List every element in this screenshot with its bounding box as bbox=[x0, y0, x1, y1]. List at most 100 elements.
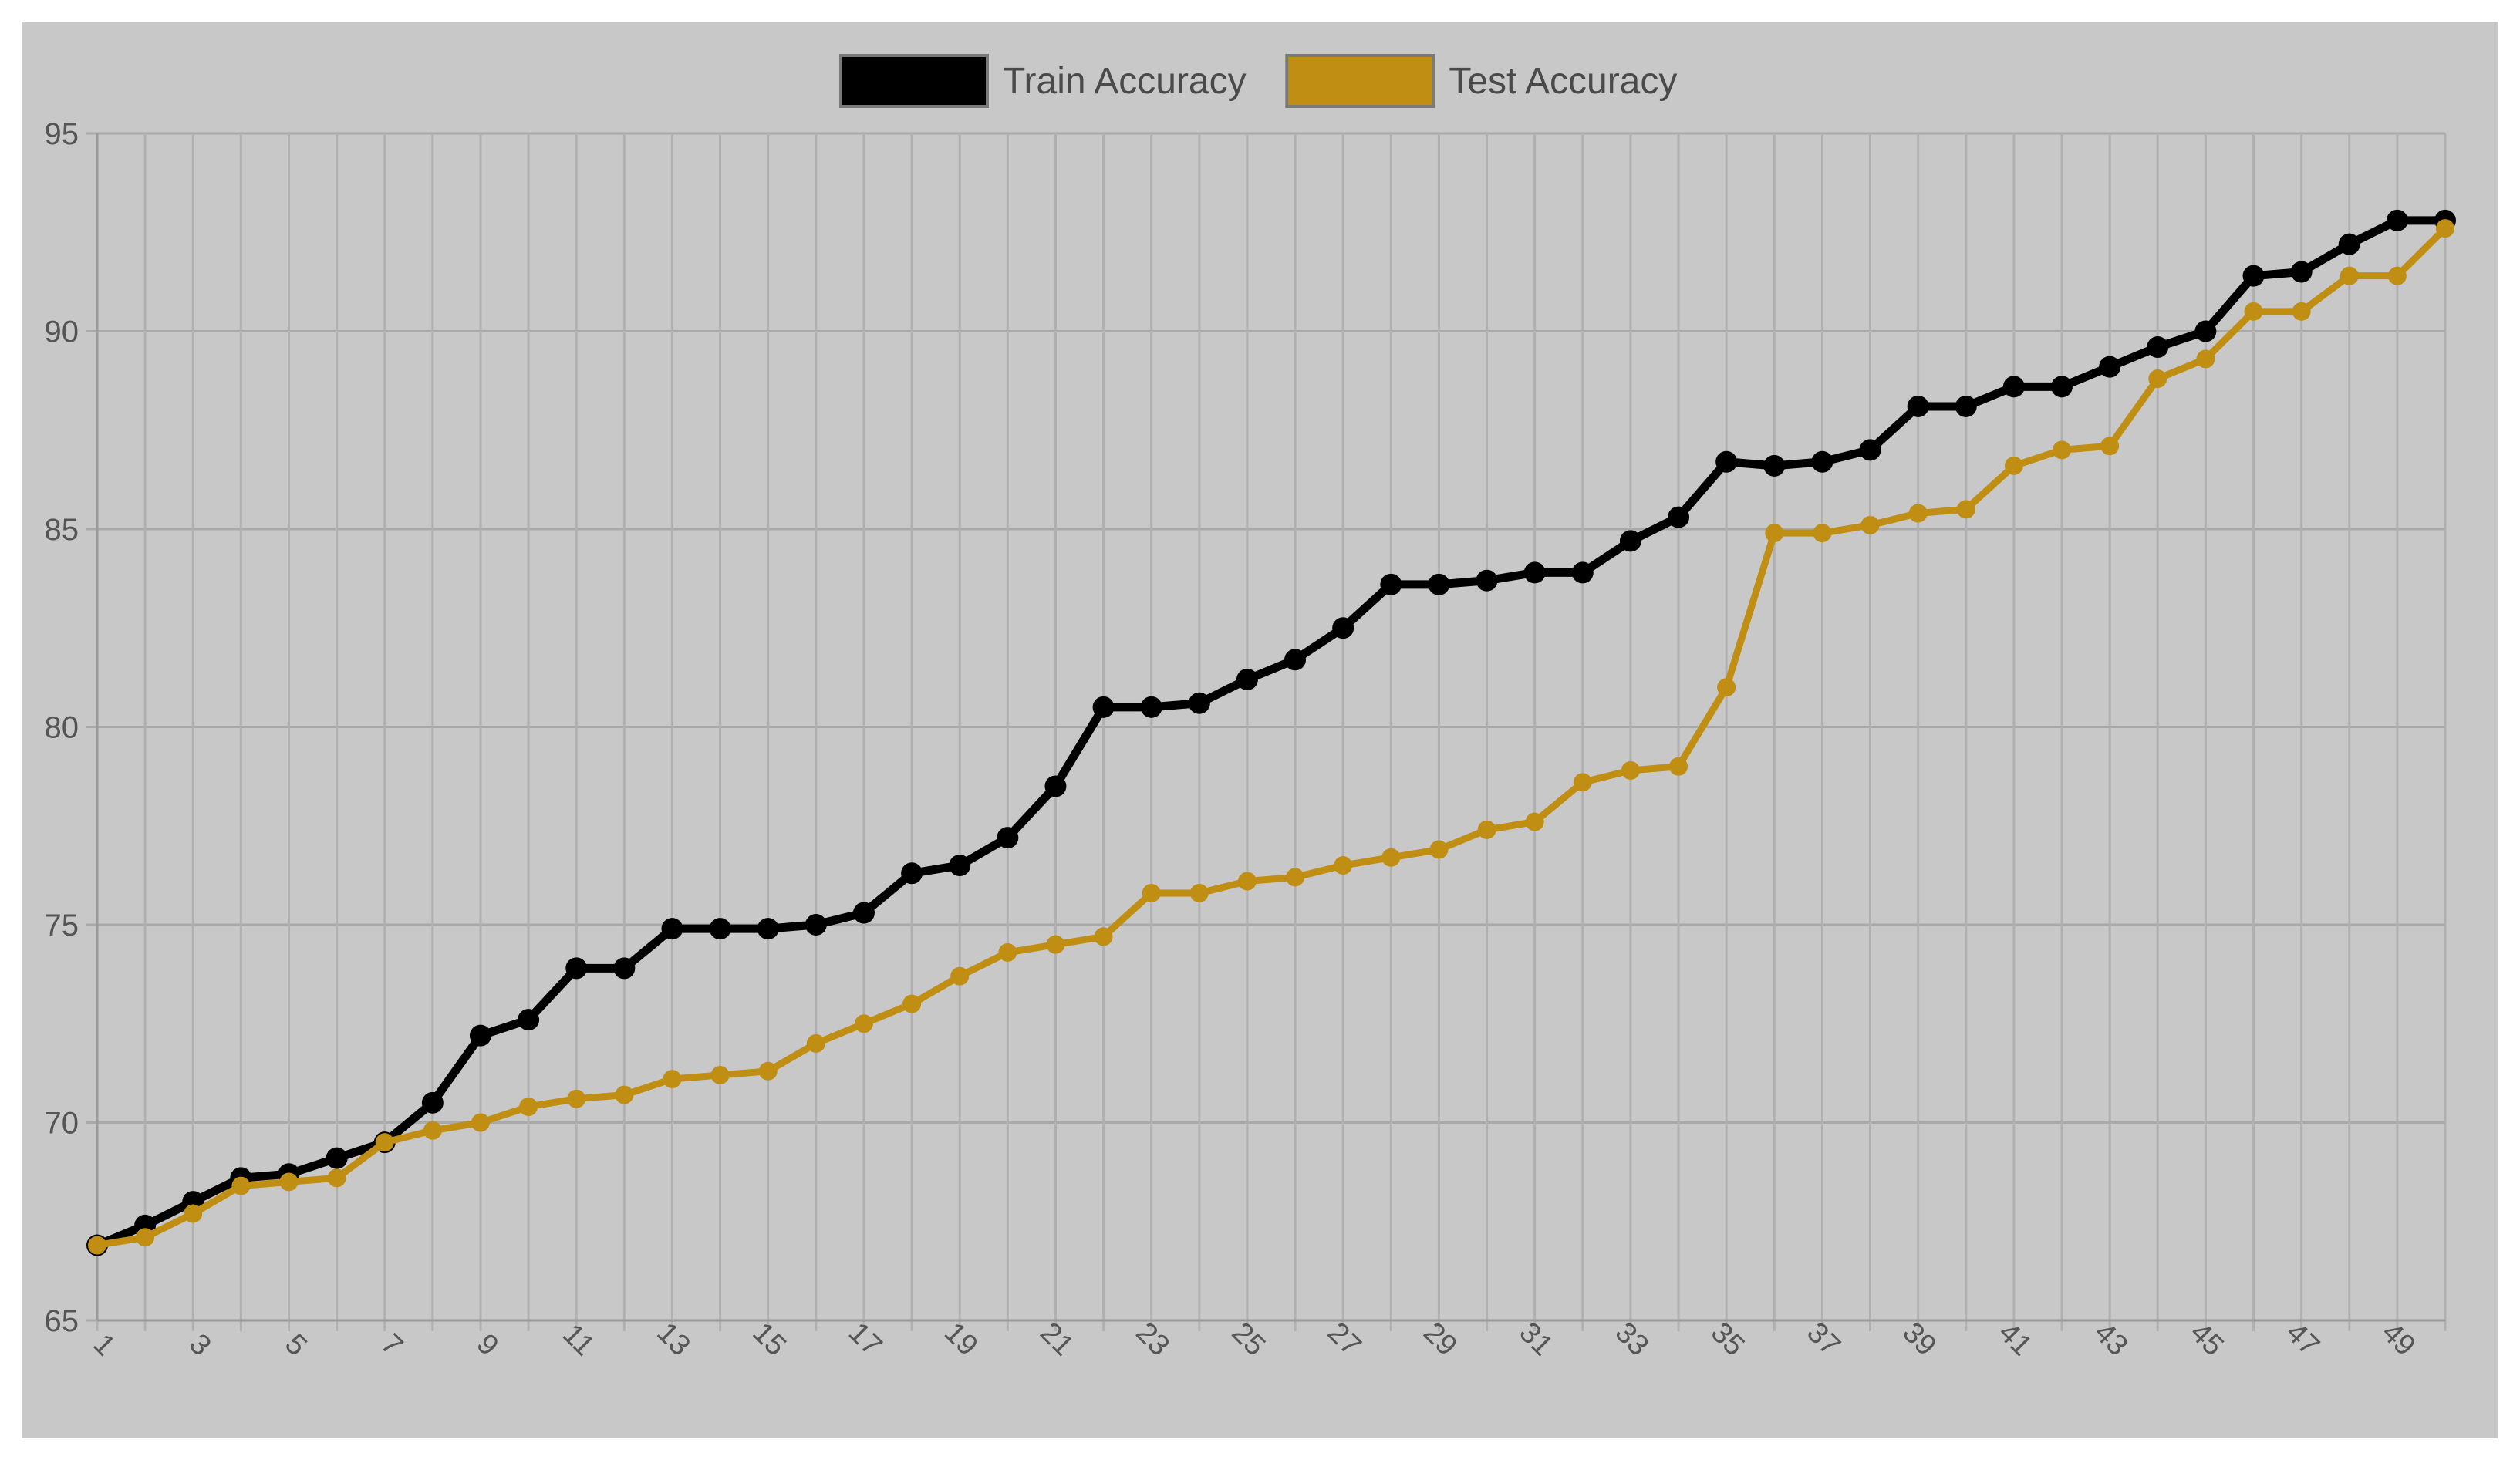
data-point bbox=[1428, 573, 1450, 595]
data-point bbox=[2244, 302, 2263, 321]
x-tick-label: 29 bbox=[1417, 1317, 1463, 1363]
data-point bbox=[997, 827, 1019, 849]
data-point bbox=[1236, 668, 1258, 690]
data-point bbox=[421, 1091, 444, 1114]
data-point bbox=[1860, 515, 1880, 534]
x-tick-label: 9 bbox=[471, 1328, 505, 1363]
data-point bbox=[950, 966, 970, 986]
data-point bbox=[2099, 356, 2121, 378]
x-tick-label: 23 bbox=[1129, 1317, 1176, 1363]
data-point bbox=[1907, 395, 1929, 417]
data-point bbox=[806, 1033, 825, 1053]
data-point bbox=[1908, 504, 1928, 523]
data-point bbox=[2004, 456, 2023, 475]
data-point bbox=[1380, 573, 1402, 595]
series-group bbox=[86, 209, 2456, 1256]
data-point bbox=[184, 1204, 203, 1223]
data-point bbox=[567, 1089, 586, 1108]
data-point bbox=[326, 1147, 348, 1169]
data-point bbox=[1477, 820, 1496, 839]
data-point bbox=[1668, 506, 1690, 528]
data-point bbox=[2338, 233, 2360, 255]
x-tick-label: 3 bbox=[183, 1328, 218, 1363]
data-point bbox=[2292, 302, 2311, 321]
data-point bbox=[2242, 265, 2265, 287]
legend[interactable]: Train Accuracy Test Accuracy bbox=[838, 54, 1677, 108]
data-point bbox=[1188, 692, 1210, 714]
x-tick-label: 37 bbox=[1800, 1317, 1847, 1363]
y-tick-label: 70 bbox=[45, 1107, 79, 1141]
x-tick-label: 17 bbox=[842, 1317, 889, 1363]
data-point bbox=[901, 862, 923, 885]
data-point bbox=[661, 918, 683, 940]
x-tick-label: 41 bbox=[1992, 1317, 2039, 1363]
data-point bbox=[1859, 439, 1881, 461]
data-point bbox=[136, 1228, 155, 1247]
data-point bbox=[2002, 376, 2025, 398]
x-tick-label: 27 bbox=[1321, 1317, 1368, 1363]
data-point bbox=[88, 1236, 106, 1255]
y-tick-label: 95 bbox=[45, 117, 79, 151]
data-point bbox=[1237, 872, 1257, 891]
legend-item[interactable]: Train Accuracy bbox=[838, 54, 1247, 108]
axes bbox=[96, 133, 2445, 1322]
data-point bbox=[852, 902, 875, 924]
data-point bbox=[423, 1121, 442, 1140]
data-point bbox=[854, 1014, 873, 1033]
data-point bbox=[469, 1024, 491, 1047]
legend-label: Test Accuracy bbox=[1449, 61, 1677, 102]
data-point bbox=[1334, 856, 1353, 875]
data-point bbox=[1381, 848, 1401, 867]
data-point bbox=[613, 957, 636, 980]
x-axis-tick-labels: 1 3 5 7 9 11 13 15 17 19 21 23 25 27 29 31 33 35 37 39 41 43 4… bbox=[87, 1317, 2422, 1363]
legend-item[interactable]: Test Accuracy bbox=[1285, 54, 1677, 108]
data-point bbox=[2436, 219, 2454, 238]
x-tick-label: 33 bbox=[1609, 1317, 1655, 1363]
data-point bbox=[2290, 261, 2313, 283]
series-line bbox=[93, 216, 2450, 1250]
data-point bbox=[1715, 450, 1738, 473]
y-tick-label: 75 bbox=[45, 909, 79, 942]
x-tick-label: 19 bbox=[938, 1317, 984, 1363]
data-point bbox=[710, 1065, 730, 1084]
data-point bbox=[231, 1176, 251, 1195]
legend-swatch bbox=[838, 54, 989, 108]
data-point bbox=[375, 1133, 394, 1152]
data-point bbox=[1765, 524, 1784, 543]
data-point bbox=[1573, 773, 1592, 792]
data-point bbox=[1955, 395, 1977, 417]
data-point bbox=[279, 1172, 299, 1192]
data-point bbox=[471, 1113, 490, 1132]
data-point bbox=[565, 957, 588, 980]
x-tick-label: 45 bbox=[2184, 1317, 2230, 1363]
data-point bbox=[1140, 696, 1162, 718]
data-point bbox=[805, 914, 827, 936]
series-line bbox=[93, 224, 2449, 1249]
data-point bbox=[2340, 266, 2359, 285]
data-point bbox=[1621, 760, 1640, 780]
data-point bbox=[1523, 561, 1546, 584]
x-tick-label: 31 bbox=[1513, 1317, 1559, 1363]
data-point bbox=[998, 942, 1017, 962]
legend-label: Train Accuracy bbox=[1003, 61, 1247, 102]
y-tick-label: 90 bbox=[45, 315, 79, 349]
x-tick-label: 25 bbox=[1226, 1317, 1272, 1363]
data-point bbox=[1571, 561, 1594, 584]
data-point bbox=[1429, 840, 1449, 859]
data-point bbox=[1619, 530, 1641, 552]
series-lines bbox=[86, 209, 2456, 1256]
data-point bbox=[2147, 336, 2169, 359]
data-point bbox=[2148, 369, 2167, 389]
legend-swatch bbox=[1285, 54, 1435, 108]
data-point bbox=[1044, 775, 1067, 797]
x-tick-label: 35 bbox=[1705, 1317, 1751, 1363]
x-tick-label: 39 bbox=[1896, 1317, 1942, 1363]
x-tick-label: 43 bbox=[2088, 1317, 2134, 1363]
data-point bbox=[1092, 696, 1115, 718]
data-point bbox=[2194, 320, 2217, 342]
x-tick-label: 5 bbox=[278, 1328, 313, 1363]
data-point bbox=[902, 994, 922, 1013]
grid-lines bbox=[86, 132, 2447, 1331]
data-point bbox=[1476, 569, 1498, 592]
data-point bbox=[949, 855, 971, 877]
